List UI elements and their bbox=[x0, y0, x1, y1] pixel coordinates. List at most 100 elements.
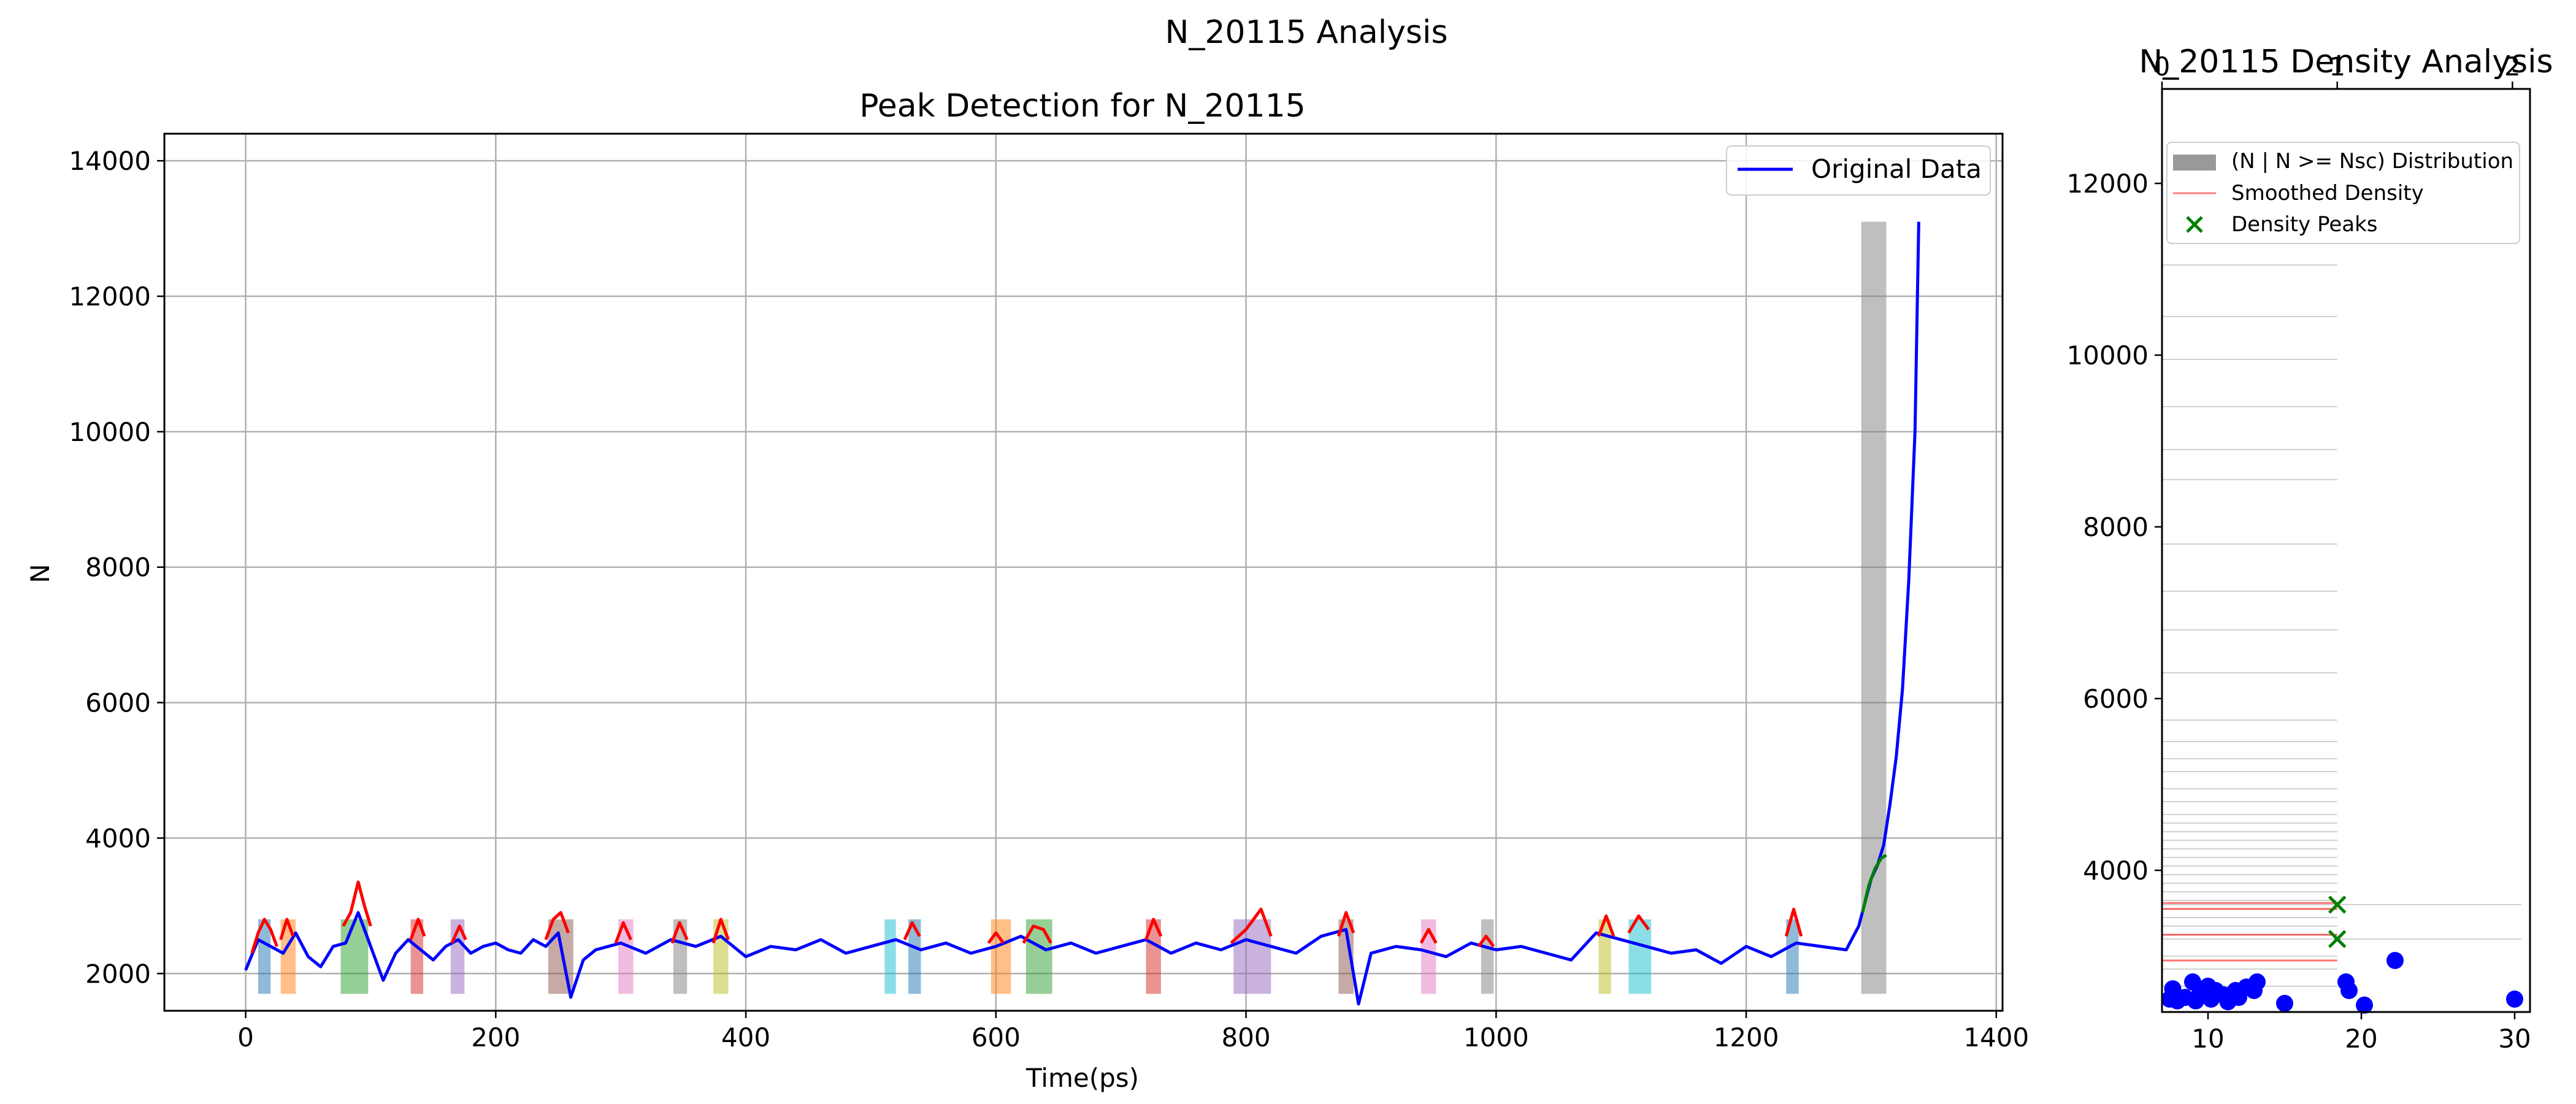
density-distribution-lines bbox=[2162, 264, 2521, 987]
peak-highlight-line bbox=[711, 918, 730, 944]
x-tick-label: 400 bbox=[721, 1022, 770, 1052]
density-plot-frame bbox=[2161, 88, 2531, 1013]
main-x-axis-ticks: 0 200 400 600 800 1000 1200 1400 bbox=[237, 1011, 2029, 1052]
x-tick-label: 1400 bbox=[1963, 1022, 2029, 1052]
main-gridlines bbox=[164, 134, 2003, 1011]
legend-original-data-label: Original Data bbox=[1811, 154, 1982, 184]
original-data-line bbox=[244, 221, 1920, 1006]
density-top-tick-label: 1 bbox=[2329, 52, 2345, 82]
density-bottom-tick-label: 30 bbox=[2498, 1024, 2531, 1054]
density-y-tick-label: 4000 bbox=[2083, 856, 2149, 886]
peak-highlight-line bbox=[1861, 853, 1887, 913]
peak-highlight-line bbox=[1022, 924, 1052, 944]
peak-highlight-line bbox=[1627, 914, 1650, 934]
peak-highlight-line bbox=[1144, 918, 1163, 940]
peak-highlight-line bbox=[903, 921, 921, 941]
peak-regions bbox=[258, 221, 1887, 994]
peak-region bbox=[1481, 919, 1494, 994]
peak-region bbox=[1861, 221, 1887, 994]
main-legend-box bbox=[1726, 145, 1991, 196]
main-y-axis-label: N bbox=[25, 564, 55, 583]
y-tick-label: 10000 bbox=[69, 417, 151, 447]
density-y-tick-label: 12000 bbox=[2066, 169, 2149, 199]
density-y-tick-label: 8000 bbox=[2083, 512, 2149, 542]
legend-smoothed-density-label: Smoothed Density bbox=[2231, 181, 2424, 205]
peak-highlight-line bbox=[614, 921, 632, 944]
legend-distribution-label: (N | N >= Nsc) Distribution bbox=[2231, 149, 2513, 174]
density-scatter-point bbox=[2506, 991, 2523, 1008]
density-scatter-point bbox=[2356, 996, 2373, 1014]
peak-highlight-line bbox=[409, 918, 426, 940]
density-scatter-point bbox=[2386, 952, 2404, 969]
density-peak-marker bbox=[2328, 895, 2347, 914]
density-scatter-point bbox=[2276, 995, 2293, 1012]
density-plot-title: N_20115 Density Analysis bbox=[2139, 44, 2553, 80]
density-peak-marker bbox=[2328, 930, 2347, 948]
density-legend: (N | N >= Nsc) Distribution Smoothed Den… bbox=[2166, 142, 2520, 244]
peak-highlight-line bbox=[450, 924, 467, 944]
x-tick-label: 800 bbox=[1221, 1022, 1270, 1052]
legend-density-peaks-marker bbox=[2186, 216, 2203, 233]
x-tick-label: 600 bbox=[972, 1022, 1021, 1052]
peak-highlight-line bbox=[670, 921, 689, 944]
density-legend-box bbox=[2166, 142, 2520, 244]
main-legend: Original Data bbox=[1726, 145, 1991, 196]
peak-highlight-line bbox=[1784, 907, 1803, 937]
main-y-axis-ticks: 2000 4000 6000 8000 10000 12000 14000 bbox=[69, 146, 164, 989]
density-axis-ticks: 4000 6000 8000 10000 12000 0 1 2 10 20 30 bbox=[2066, 52, 2531, 1054]
x-tick-label: 1000 bbox=[1463, 1022, 1529, 1052]
peak-region bbox=[884, 919, 896, 994]
peak-highlight-line bbox=[342, 880, 372, 927]
x-tick-label: 0 bbox=[237, 1022, 254, 1052]
y-tick-label: 14000 bbox=[69, 146, 151, 176]
peak-highlight-line bbox=[1597, 914, 1616, 937]
density-bottom-tick-label: 10 bbox=[2191, 1024, 2224, 1054]
peak-region bbox=[673, 919, 688, 994]
y-tick-label: 6000 bbox=[85, 688, 151, 718]
density-top-tick-label: 0 bbox=[2154, 52, 2171, 82]
density-bottom-tick-label: 20 bbox=[2345, 1024, 2377, 1054]
density-scatter-points bbox=[2161, 895, 2523, 1014]
density-y-tick-label: 6000 bbox=[2083, 684, 2149, 714]
y-tick-label: 2000 bbox=[85, 959, 151, 989]
density-analysis-panel: N_20115 Density Analysis 400060008000100… bbox=[2066, 44, 2553, 1054]
y-tick-label: 4000 bbox=[85, 823, 151, 853]
density-y-tick-label: 10000 bbox=[2066, 340, 2149, 370]
x-tick-label: 1200 bbox=[1714, 1022, 1779, 1052]
main-plot-title: Peak Detection for N_20115 bbox=[859, 88, 1306, 125]
peak-region bbox=[410, 919, 424, 994]
peak-highlight-line bbox=[1419, 927, 1438, 944]
peak-highlight-line bbox=[544, 911, 570, 940]
main-plot-frame bbox=[163, 132, 2004, 1012]
figure-suptitle: N_20115 Analysis bbox=[1165, 14, 1447, 51]
peak-region bbox=[1233, 919, 1271, 994]
y-tick-label: 8000 bbox=[85, 553, 151, 583]
peak-region bbox=[1628, 919, 1652, 994]
density-peak-stroke bbox=[2328, 895, 2347, 914]
peak-highlight-line bbox=[1477, 935, 1495, 948]
peak-highlight-line bbox=[1230, 907, 1273, 945]
peak-region bbox=[258, 919, 271, 994]
density-scatter-point bbox=[2340, 982, 2358, 999]
peak-region bbox=[991, 919, 1011, 994]
y-tick-label: 12000 bbox=[69, 282, 151, 312]
density-scatter-point bbox=[2248, 973, 2266, 991]
peak-highlight-line bbox=[987, 931, 1005, 945]
peak-region bbox=[908, 919, 921, 994]
peak-region bbox=[1598, 919, 1611, 994]
main-x-axis-label: Time(ps) bbox=[1025, 1063, 1139, 1093]
legend-density-peaks-label: Density Peaks bbox=[2231, 212, 2378, 237]
peak-highlight-line bbox=[250, 918, 278, 954]
peak-region bbox=[548, 919, 573, 994]
density-top-tick-label: 2 bbox=[2504, 52, 2521, 82]
peak-region bbox=[1786, 919, 1799, 994]
peak-highlight-line bbox=[1337, 911, 1355, 937]
density-peak-stroke bbox=[2328, 930, 2347, 948]
main-series bbox=[244, 221, 1920, 1006]
peak-detection-panel: Peak Detection for N_20115 0 200 400 600 800… bbox=[25, 88, 2029, 1093]
x-tick-label: 200 bbox=[471, 1022, 520, 1052]
peak-region bbox=[340, 919, 369, 994]
peak-highlight-line bbox=[279, 918, 295, 940]
legend-distribution-swatch bbox=[2173, 155, 2216, 171]
